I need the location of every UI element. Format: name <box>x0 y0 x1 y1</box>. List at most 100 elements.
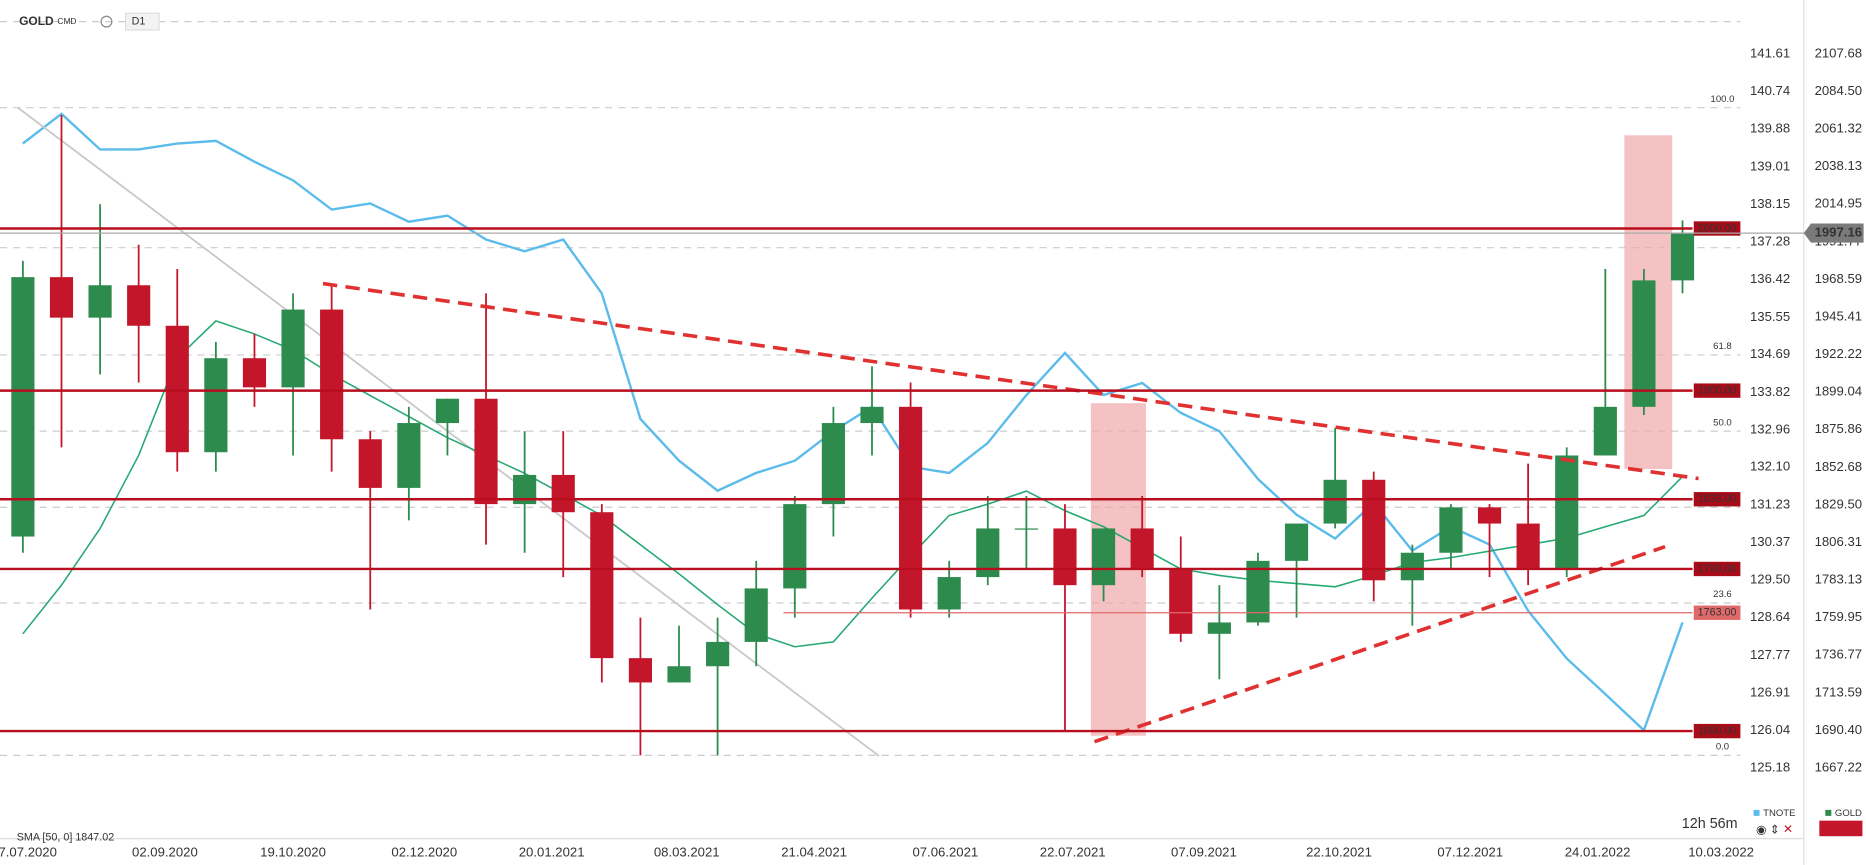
candle-body <box>281 309 305 388</box>
candle-body <box>860 406 884 424</box>
y-tick-label: 1806.31 <box>1815 534 1863 549</box>
fib-label: 50.0 <box>1713 417 1732 428</box>
x-tick-label: 07.12.2021 <box>1437 844 1503 859</box>
x-tick-label: 02.12.2020 <box>391 844 457 859</box>
level-label: 1790.00 <box>1698 563 1737 575</box>
trend-line <box>17 107 880 757</box>
candle-body <box>1246 560 1270 623</box>
y2-tick-label: 127.77 <box>1750 647 1790 662</box>
candle-body <box>127 285 151 326</box>
y2-tick-label: 128.64 <box>1750 609 1790 624</box>
sma-value: 1847.02 <box>75 831 114 843</box>
y-tick-label: 1736.77 <box>1815 647 1863 662</box>
candle-body <box>783 504 807 589</box>
y2-tick-label: 132.96 <box>1750 421 1790 436</box>
level-label: 1833.00 <box>1698 493 1737 505</box>
candle-body <box>1284 523 1309 561</box>
candle-body <box>320 309 344 440</box>
y2-tick-label: 134.69 <box>1750 346 1790 361</box>
candle-body <box>937 577 961 610</box>
candle-body <box>1632 280 1656 407</box>
legend-label[interactable]: GOLD <box>1835 808 1862 819</box>
close-button[interactable] <box>1819 820 1863 837</box>
clock-icon[interactable] <box>100 15 113 28</box>
y2-tick-label: 126.04 <box>1750 722 1790 737</box>
y-tick-label: 1667.22 <box>1815 759 1863 774</box>
candle-body <box>435 398 460 424</box>
candle-body <box>1593 406 1617 456</box>
candle-body <box>821 423 845 505</box>
legend-label[interactable]: TNOTE <box>1763 808 1795 819</box>
candle-body <box>1207 622 1231 634</box>
candle-body <box>11 277 35 537</box>
y-tick-label: 1922.22 <box>1815 346 1863 361</box>
x-tick-label: 21.04.2021 <box>781 844 847 859</box>
y2-tick-label: 131.23 <box>1750 497 1790 512</box>
y2-tick-label: 139.88 <box>1750 121 1790 136</box>
y2-tick-label: 130.37 <box>1750 534 1790 549</box>
sma-name: SMA [50, 0] <box>17 831 73 843</box>
x-tick-label: 10.03.2022 <box>1688 844 1754 859</box>
candle-body <box>204 358 228 453</box>
y2-tick-label: 140.74 <box>1750 83 1790 98</box>
candle-body <box>1130 528 1154 569</box>
candle-body <box>513 474 537 505</box>
level-label: 1690.00 <box>1698 725 1737 737</box>
candle-body <box>976 528 1000 578</box>
fib-label: 100.0 <box>1711 94 1735 105</box>
x-tick-label: 02.09.2020 <box>132 844 198 859</box>
candle-body <box>242 358 267 388</box>
candle-body <box>1670 233 1695 281</box>
symbol[interactable]: GOLD <box>19 14 54 28</box>
exchange: CMD <box>57 16 76 26</box>
candle-body <box>1439 507 1463 553</box>
level-label: 1763.00 <box>1698 607 1737 619</box>
y2-tick-label: 135.55 <box>1750 309 1790 324</box>
y2-tick-label: 136.42 <box>1750 271 1790 286</box>
candle-body <box>1555 455 1579 569</box>
y2-tick-label: 132.10 <box>1750 459 1790 474</box>
candle-body <box>1091 528 1116 586</box>
level-tag <box>1693 723 1741 739</box>
x-tick-label: 07.06.2021 <box>912 844 978 859</box>
candle-body <box>1477 507 1502 524</box>
y-tick-label: 2038.13 <box>1815 158 1863 173</box>
y-tick-label: 2107.68 <box>1815 45 1863 60</box>
y-tick-label: 1713.59 <box>1815 684 1863 699</box>
x-tick-label: 08.03.2021 <box>654 844 720 859</box>
y-tick-label: 2084.50 <box>1815 83 1863 98</box>
y2-tick-label: 133.82 <box>1750 384 1790 399</box>
x-tick-label: 07.09.2021 <box>1171 844 1237 859</box>
last-price-label: 1997.16 <box>1815 225 1863 240</box>
x-tick-label: 24.01.2022 <box>1565 844 1631 859</box>
y-tick-label: 1945.41 <box>1815 308 1863 323</box>
level-label: 1900.00 <box>1698 384 1737 396</box>
timeframe-button[interactable] <box>124 12 160 31</box>
eye-icon[interactable]: ◉ ⇕ ✕ <box>1756 822 1793 836</box>
candle-body <box>551 474 575 513</box>
y-tick-label: 1829.50 <box>1815 496 1863 511</box>
candle-body <box>1053 528 1077 586</box>
y-tick-label: 2061.32 <box>1815 121 1863 136</box>
level-tag <box>1693 605 1741 620</box>
series-line <box>22 112 1684 733</box>
candle-body <box>474 398 498 505</box>
candle-body <box>49 277 74 318</box>
timeframe[interactable]: D1 <box>132 15 146 27</box>
y-tick-label: 1852.68 <box>1815 459 1863 474</box>
fib-label: 0.0 <box>1716 742 1729 753</box>
level-label: 2000.00 <box>1698 222 1737 234</box>
level-tag <box>1693 492 1741 507</box>
y2-tick-label: 139.01 <box>1750 158 1790 173</box>
candle-body <box>706 641 730 667</box>
x-tick-label: 22.10.2021 <box>1306 844 1372 859</box>
y2-tick-label: 129.50 <box>1750 572 1790 587</box>
x-tick-label: 20.01.2021 <box>519 844 585 859</box>
candle-body <box>88 285 112 318</box>
candle-body <box>1516 523 1540 569</box>
y-tick-label: 1968.59 <box>1815 271 1863 286</box>
level-tag <box>1693 561 1741 577</box>
x-tick-label: 19.10.2020 <box>260 844 326 859</box>
fib-label: 23.6 <box>1713 589 1732 600</box>
